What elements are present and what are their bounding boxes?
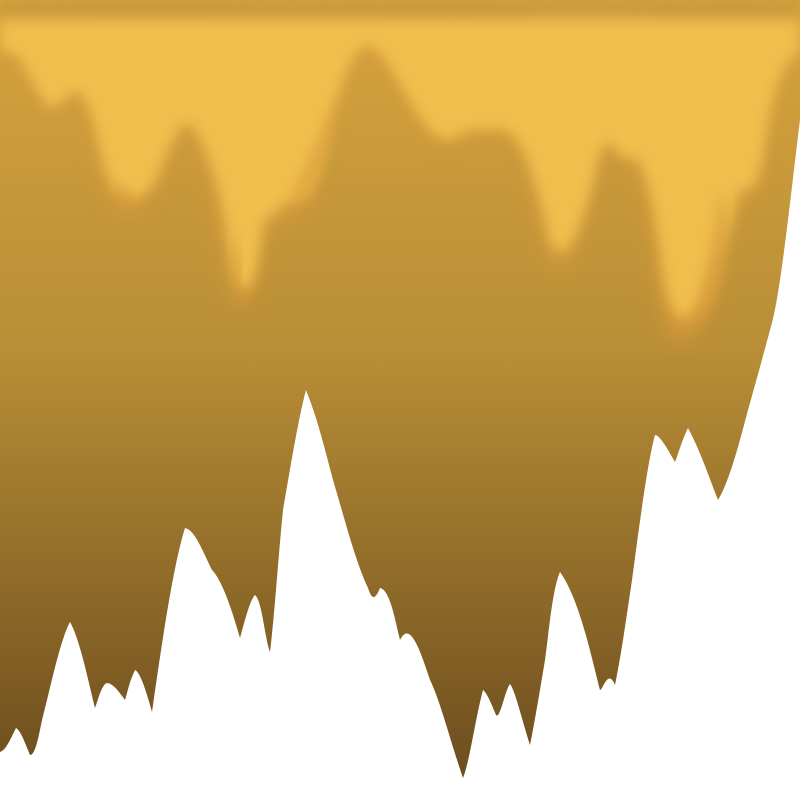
drip-highlight: [0, 20, 800, 319]
drip-accent-center: [231, 230, 242, 300]
drip-accent-far-left: [117, 180, 134, 210]
drip-accent-right: [684, 190, 727, 327]
honey-body: [0, 0, 800, 778]
top-band: [0, 0, 800, 19]
